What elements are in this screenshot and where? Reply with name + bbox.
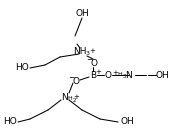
Text: OH: OH: [120, 118, 134, 127]
Text: OH: OH: [155, 70, 169, 80]
Text: HO: HO: [3, 118, 17, 127]
Text: +: +: [95, 69, 101, 75]
Text: HO: HO: [15, 64, 29, 72]
Text: NH: NH: [73, 48, 87, 56]
Text: N: N: [62, 92, 68, 102]
Text: H: H: [118, 72, 122, 78]
Text: O: O: [73, 77, 80, 86]
Text: 2: 2: [72, 98, 76, 103]
Text: H: H: [68, 97, 72, 102]
Text: N: N: [125, 70, 131, 80]
Text: OH: OH: [75, 10, 89, 18]
Text: +: +: [112, 70, 118, 76]
Text: +: +: [73, 94, 79, 100]
Text: O: O: [90, 59, 97, 67]
Text: −: −: [86, 56, 92, 64]
Text: −: −: [68, 73, 74, 83]
Text: 3: 3: [122, 74, 126, 79]
Text: B: B: [90, 70, 96, 80]
Text: +: +: [89, 48, 95, 54]
Text: 3: 3: [86, 51, 90, 56]
Text: O: O: [105, 70, 112, 80]
